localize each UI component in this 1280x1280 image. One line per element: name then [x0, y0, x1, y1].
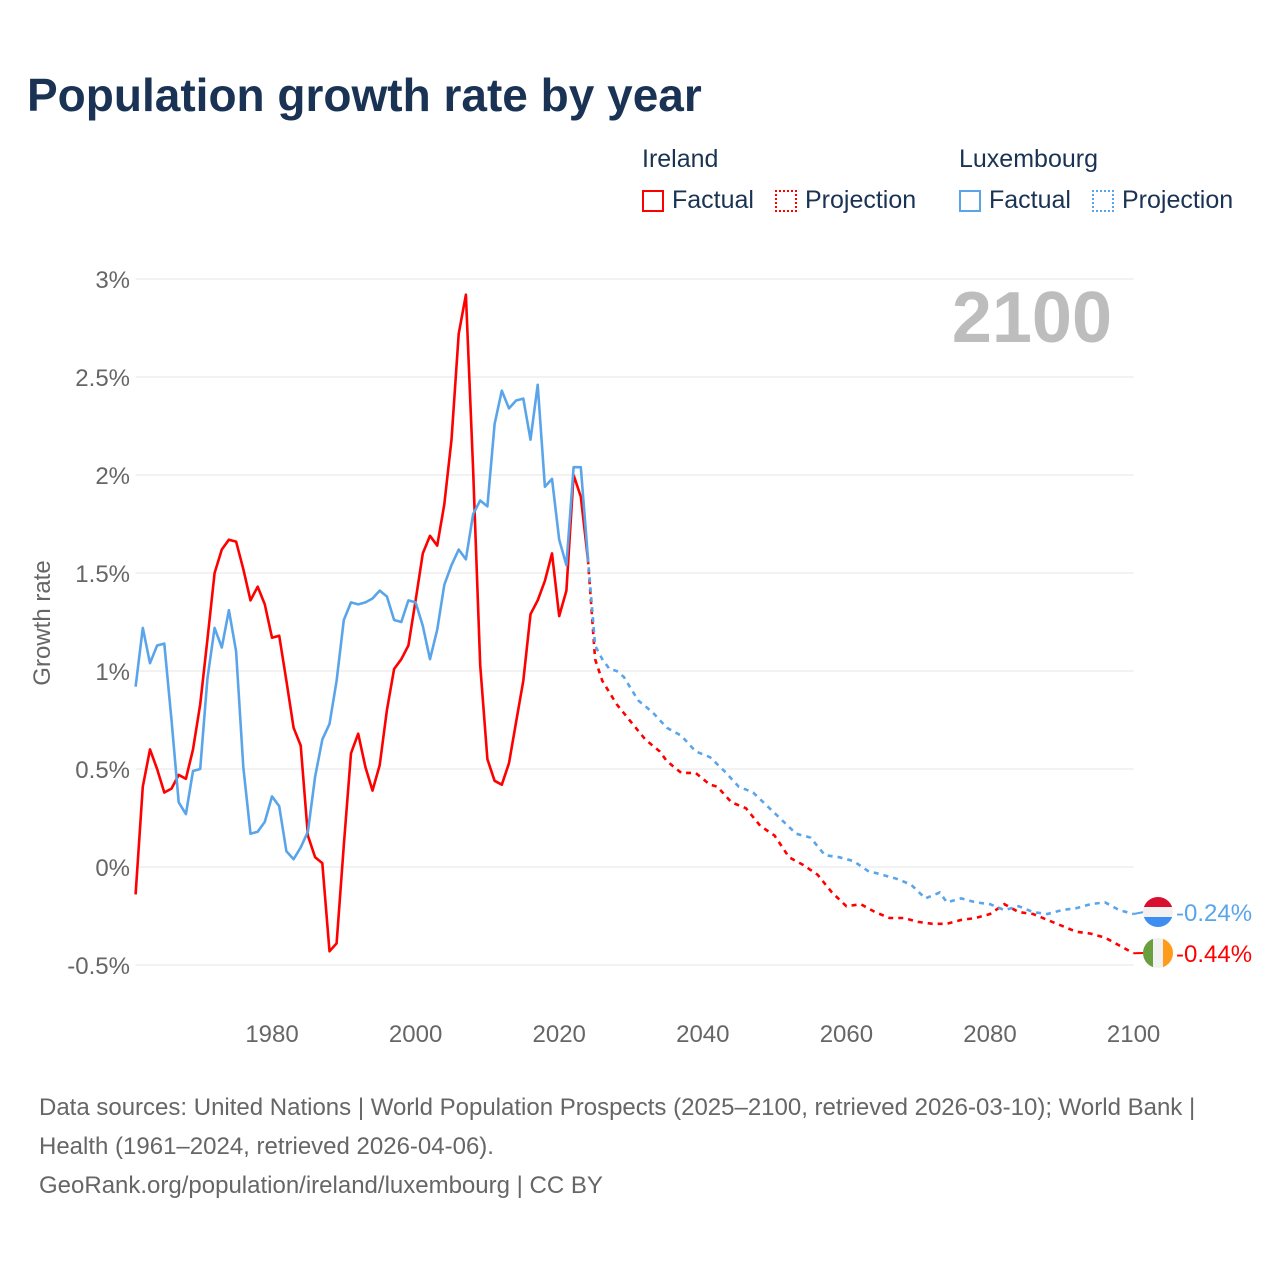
legend-luxembourg-projection[interactable]: Projection [1092, 186, 1233, 215]
legend-ireland-factual[interactable]: Factual [642, 186, 754, 215]
x-tick-label: 1980 [245, 1021, 298, 1048]
y-tick-label: 0% [95, 855, 130, 882]
legend-swatch-dotted-icon [775, 189, 797, 212]
y-tick-label: 2% [95, 463, 130, 490]
legend-group-luxembourg: Luxembourg [959, 145, 1098, 173]
legend-swatch-solid-icon [959, 189, 981, 212]
legend-label: Projection [1122, 186, 1234, 214]
legend-label: Factual [672, 186, 754, 214]
x-tick-label: 2040 [676, 1021, 729, 1048]
series-ireland-projection-line [586, 559, 1135, 955]
line-chart: -0.5% 0% 0.5% 1% 1.5% 2% 2.5% 3% 1980 2000 2020 204… [29, 267, 1252, 1048]
series-luxembourg-factual-line [134, 383, 590, 861]
data-sources: Data sources: United Nations | World Pop… [39, 1094, 1196, 1160]
chart-title: Population growth rate by year [27, 69, 702, 121]
end-value-label: -0.24% [1176, 900, 1252, 927]
y-tick-label: 3% [95, 267, 130, 294]
y-axis-label: Growth rate [29, 560, 56, 685]
legend-label: Projection [805, 186, 917, 214]
luxembourg-flag-icon [1143, 897, 1173, 927]
legend-label: Factual [989, 186, 1071, 214]
ireland-flag-icon [1143, 938, 1173, 968]
footer: Data sources: United Nations | World Pop… [39, 1088, 1239, 1205]
x-tick-label: 2080 [963, 1021, 1016, 1048]
legend-luxembourg-factual[interactable]: Factual [959, 186, 1071, 215]
legend-swatch-solid-icon [642, 189, 664, 212]
x-tick-label: 2020 [533, 1021, 586, 1048]
series-ireland-factual-line [134, 293, 590, 953]
x-tick-label: 2060 [820, 1021, 873, 1048]
y-tick-label: -0.5% [67, 953, 130, 980]
year-label: 2100 [952, 278, 1112, 358]
x-tick-label: 2100 [1107, 1021, 1160, 1048]
legend-ireland-projection[interactable]: Projection [775, 186, 916, 215]
series-luxembourg-projection-line [586, 557, 1134, 916]
end-value-label: -0.44% [1176, 941, 1252, 968]
end-connector [1133, 911, 1145, 916]
y-tick-label: 0.5% [75, 757, 130, 784]
credit-link[interactable]: GeoRank.org/population/ireland/luxembour… [39, 1172, 603, 1199]
legend-group-ireland: Ireland [642, 145, 719, 173]
x-tick-label: 2000 [389, 1021, 442, 1048]
legend-swatch-dotted-icon [1092, 189, 1114, 212]
y-tick-label: 1.5% [75, 561, 130, 588]
y-tick-label: 1% [95, 659, 130, 686]
y-tick-label: 2.5% [75, 365, 130, 392]
